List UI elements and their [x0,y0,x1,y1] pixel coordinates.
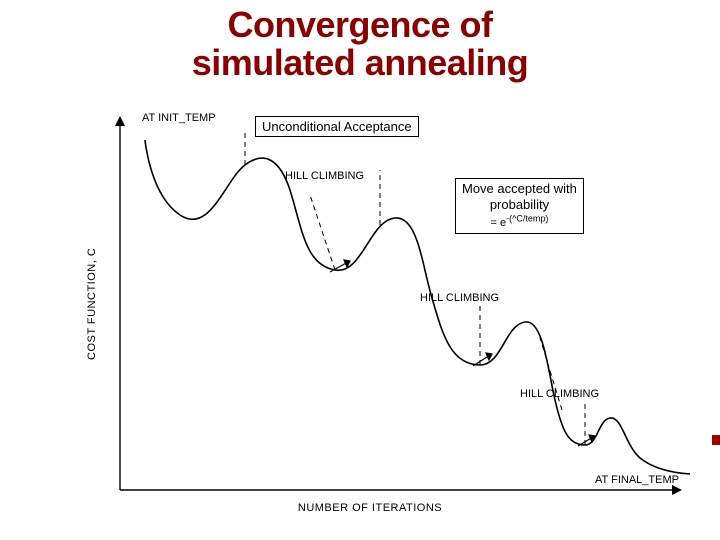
slide-accent-bar [712,435,720,445]
label-hill-climbing-3: HILL CLIMBING [520,388,599,400]
diagram-area: COST FUNCTION, C NUMBER OF ITERATIONS AT… [50,100,690,520]
diagram-svg [50,100,690,520]
page-title: Convergence of simulated annealing [0,6,720,82]
move-line1: Move accepted with [462,181,577,196]
label-unconditional-acceptance: Unconditional Acceptance [255,116,419,137]
y-axis-label: COST FUNCTION, C [86,248,98,360]
label-init-temp: AT INIT_TEMP [142,112,216,124]
hill-arrows [330,260,595,446]
title-line1: Convergence of [227,4,492,45]
title-line2: simulated annealing [192,42,529,83]
x-axis-arrowhead [672,485,682,495]
label-final-temp: AT FINAL_TEMP [595,474,679,486]
x-axis-label: NUMBER OF ITERATIONS [50,502,690,514]
label-hill-climbing-1: HILL CLIMBING [285,170,364,182]
move-line2: probability [490,197,549,212]
move-formula: = e-(^C/temp) [491,217,549,229]
label-move-accepted: Move accepted with probability = e-(^C/t… [455,178,584,234]
y-axis-arrowhead [115,116,125,126]
cost-curve [145,140,690,474]
label-hill-climbing-2: HILL CLIMBING [420,292,499,304]
